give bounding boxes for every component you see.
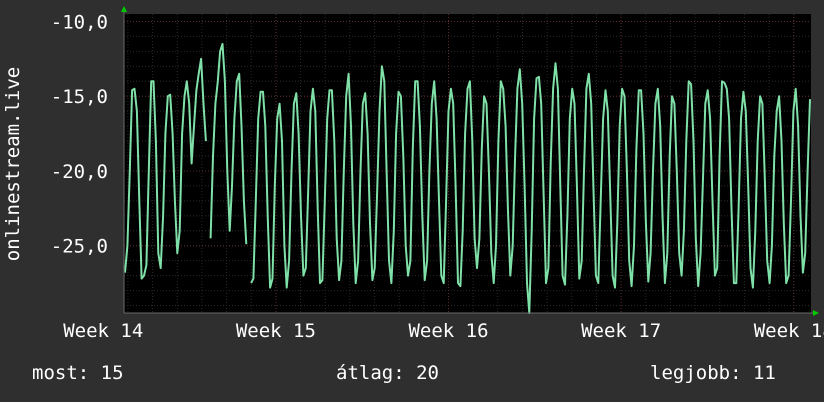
y-tick-labels: -10,0 -15,0 -20,0 -25,0 [51,11,108,257]
average-stat-label: átlag: [336,362,405,384]
average-stat-value: 20 [416,362,439,384]
x-axis-arrow [813,310,819,316]
y-tick-label: -10,0 [51,11,108,33]
axes [121,6,819,316]
average-stat: átlag: 20 [336,362,439,384]
x-tick-label: Week 17 [581,320,661,342]
y-tick-label: -15,0 [51,86,108,108]
major-gridlines [124,14,811,313]
y-tick-label: -25,0 [51,236,108,258]
current-stat-value: 15 [100,362,124,384]
y-tick-label: -20,0 [51,161,108,183]
current-stat: most: 15 [32,362,124,384]
best-stat-label: legjobb: [650,362,742,384]
x-tick-label: Week 16 [408,320,488,342]
x-tick-label: Week 15 [236,320,316,342]
y-axis-label: onlinestream.live [2,67,24,261]
x-tick-labels: Week 14 Week 15 Week 16 Week 17 Week 18 [63,320,824,342]
best-stat-value: 11 [752,362,776,384]
current-stat-label: most: [32,362,90,384]
x-tick-label: Week 14 [63,320,143,342]
best-stat: legjobb: 11 [650,362,776,384]
series-line [124,42,811,314]
stats-bar: most: 15 átlag: 20 legjobb: 11 [0,362,824,390]
x-tick-label: Week 18 [754,320,824,342]
series-layer [124,42,811,314]
y-axis-arrow [121,6,127,12]
